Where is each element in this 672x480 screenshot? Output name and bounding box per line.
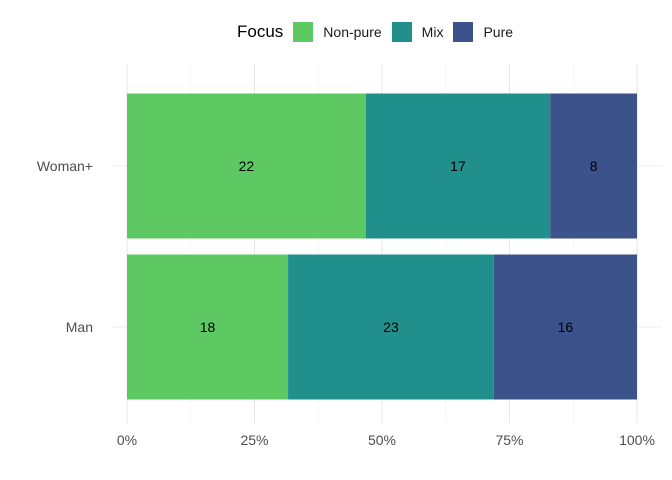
legend-label: Mix: [421, 24, 444, 40]
legend-item-non-pure: Non-pure: [293, 22, 382, 42]
legend-item-pure: Pure: [453, 22, 513, 42]
bar-segment-pure: [550, 93, 637, 239]
bar-segment-non-pure: [127, 93, 366, 239]
x-tick-label: 50%: [368, 432, 396, 448]
bar-value-label: 23: [383, 319, 399, 335]
legend-swatch-mix: [391, 22, 412, 42]
bar-segment-mix: [288, 254, 494, 400]
bar-value-label: 17: [450, 158, 466, 174]
bars: [127, 93, 637, 400]
legend-title: Focus: [237, 22, 284, 41]
bar-segment-non-pure: [127, 254, 289, 400]
legend-swatch-non-pure: [293, 22, 314, 42]
y-tick-label: Woman+: [37, 158, 93, 174]
legend-swatch-pure: [453, 22, 474, 42]
legend-label: Pure: [483, 24, 514, 40]
bar-value-label: 22: [239, 158, 255, 174]
legend: Focus Non-pure Mix Pure: [237, 19, 523, 45]
x-tick-label: 100%: [619, 432, 655, 448]
legend-label: Non-pure: [323, 24, 382, 40]
bar-segment-pure: [493, 254, 637, 400]
legend-item-mix: Mix: [391, 22, 444, 42]
x-tick-label: 0%: [117, 432, 137, 448]
bar-labels: 22 17 8 18 23 16: [200, 158, 598, 335]
x-axis: 0% 25% 50% 75% 100%: [117, 432, 655, 448]
bar-value-label: 16: [558, 319, 574, 335]
x-tick-label: 25%: [240, 432, 268, 448]
bar-value-label: 8: [590, 158, 598, 174]
bar-value-label: 18: [200, 319, 216, 335]
x-tick-label: 75%: [495, 432, 523, 448]
bar-segment-mix: [365, 93, 551, 239]
y-tick-label: Man: [66, 319, 93, 335]
y-axis: Woman+ Man: [37, 158, 93, 335]
